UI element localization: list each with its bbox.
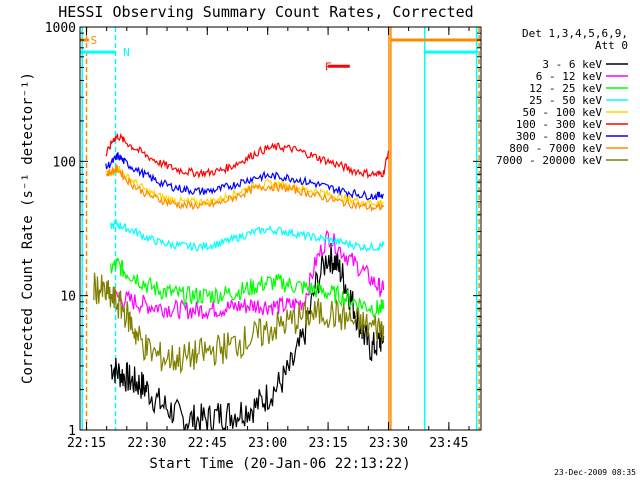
legend-title: Att 0 (595, 39, 628, 52)
x-tick-label: 22:15 (67, 436, 106, 451)
legend-entry-label: 25 - 50 keV (529, 94, 602, 107)
chart-title: HESSI Observing Summary Count Rates, Cor… (58, 3, 473, 21)
legend-entry-label: 12 - 25 keV (529, 82, 602, 95)
series-line (110, 229, 385, 321)
y-axis-label: Corrected Count Rate (s⁻¹ detector⁻¹) (20, 72, 36, 384)
legend-title: Det 1,3,4,5,6,9, (522, 27, 628, 40)
x-tick-label: 23:00 (248, 436, 287, 451)
x-tick-label: 23:15 (309, 436, 348, 451)
y-tick-label: 100 (53, 155, 76, 170)
annotation-label: F (325, 60, 332, 73)
x-axis-label: Start Time (20-Jan-06 22:13:22) (149, 456, 410, 472)
legend-entry-label: 800 - 7000 keV (509, 142, 602, 155)
y-tick-label: 10 (60, 290, 76, 305)
x-tick-label: 23:30 (369, 436, 408, 451)
annotation-label: N (123, 46, 130, 59)
y-tick-label: 1 (68, 424, 76, 439)
series-line (110, 256, 385, 319)
series-line (110, 242, 385, 430)
annotation-label: S (91, 34, 98, 47)
series-line (105, 132, 390, 179)
legend-entry-label: 50 - 100 keV (523, 106, 603, 119)
legend-entry-label: 3 - 6 keV (542, 58, 602, 71)
legend-entry-label: 300 - 800 keV (516, 130, 602, 143)
series-line (105, 151, 385, 201)
footer-timestamp: 23-Dec-2009 08:35 (554, 468, 636, 477)
plot-frame (79, 26, 482, 431)
x-tick-label: 22:45 (188, 436, 227, 451)
y-tick-label: 1000 (45, 21, 76, 36)
series-line (93, 272, 385, 375)
series-line (110, 219, 385, 253)
series-line (105, 163, 385, 213)
legend-entry-label: 6 - 12 keV (536, 70, 603, 83)
legend-entry-label: 7000 - 20000 keV (496, 154, 602, 167)
x-tick-label: 22:30 (127, 436, 166, 451)
legend-entry-label: 100 - 300 keV (516, 118, 602, 131)
x-tick-label: 23:45 (429, 436, 468, 451)
